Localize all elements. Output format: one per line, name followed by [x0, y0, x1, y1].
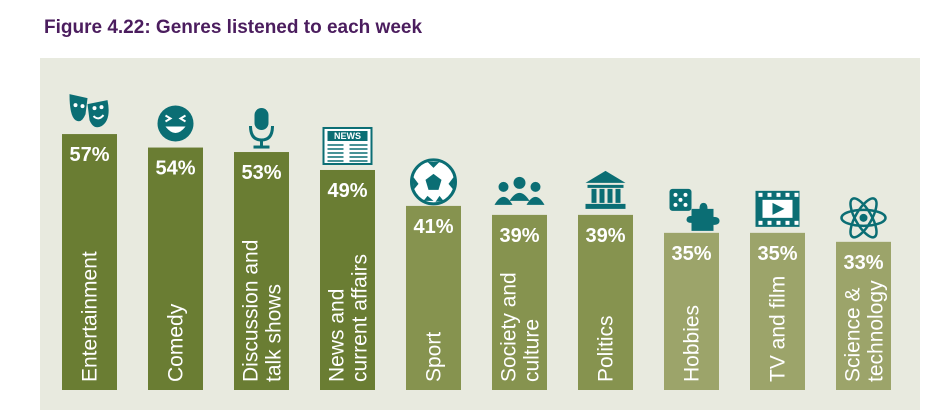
film-play-icon	[755, 190, 800, 227]
category-label-7: Hobbies	[681, 305, 704, 382]
value-label-4: 41%	[413, 216, 453, 238]
bar-4	[406, 205, 461, 390]
bar-2	[234, 152, 289, 390]
bar-8	[750, 232, 805, 390]
value-label-7: 35%	[671, 243, 711, 265]
newspaper-icon: NEWS	[322, 126, 373, 165]
dice-puzzle-icon	[669, 188, 720, 231]
laughing-face-icon	[157, 105, 194, 142]
bar-9	[836, 241, 891, 390]
value-label-1: 54%	[155, 158, 195, 180]
category-label-5: Society andculture	[498, 272, 544, 382]
bar-1	[148, 147, 203, 390]
bar-6	[578, 214, 633, 390]
bar-7	[664, 232, 719, 390]
category-label-0: Entertainment	[79, 251, 102, 382]
bar-3	[320, 169, 375, 390]
figure-title: Figure 4.22: Genres listened to each wee…	[44, 17, 423, 38]
value-label-9: 33%	[843, 252, 883, 274]
value-label-2: 53%	[241, 162, 281, 184]
category-label-2: Discussion andtalk shows	[240, 240, 286, 382]
football-icon	[410, 158, 457, 206]
value-label-5: 39%	[499, 225, 539, 247]
category-label-8: TV and film	[767, 276, 790, 382]
category-label-4: Sport	[423, 332, 446, 382]
people-group-icon	[494, 176, 545, 205]
bar-0	[62, 134, 117, 390]
category-label-9: Science &technology	[842, 280, 888, 382]
theatre-masks-icon	[69, 94, 109, 128]
newspaper-text: NEWS	[334, 131, 361, 141]
value-label-3: 49%	[327, 180, 367, 202]
bar-5	[492, 214, 547, 390]
microphone-icon	[249, 108, 274, 149]
category-label-1: Comedy	[165, 303, 188, 382]
government-building-icon	[585, 170, 626, 209]
category-label-3: News andcurrent affairs	[326, 254, 372, 382]
category-label-6: Politics	[595, 315, 618, 382]
value-label-8: 35%	[757, 243, 797, 265]
atom-icon	[840, 197, 887, 239]
value-label-0: 57%	[69, 144, 109, 166]
value-label-6: 39%	[585, 225, 625, 247]
